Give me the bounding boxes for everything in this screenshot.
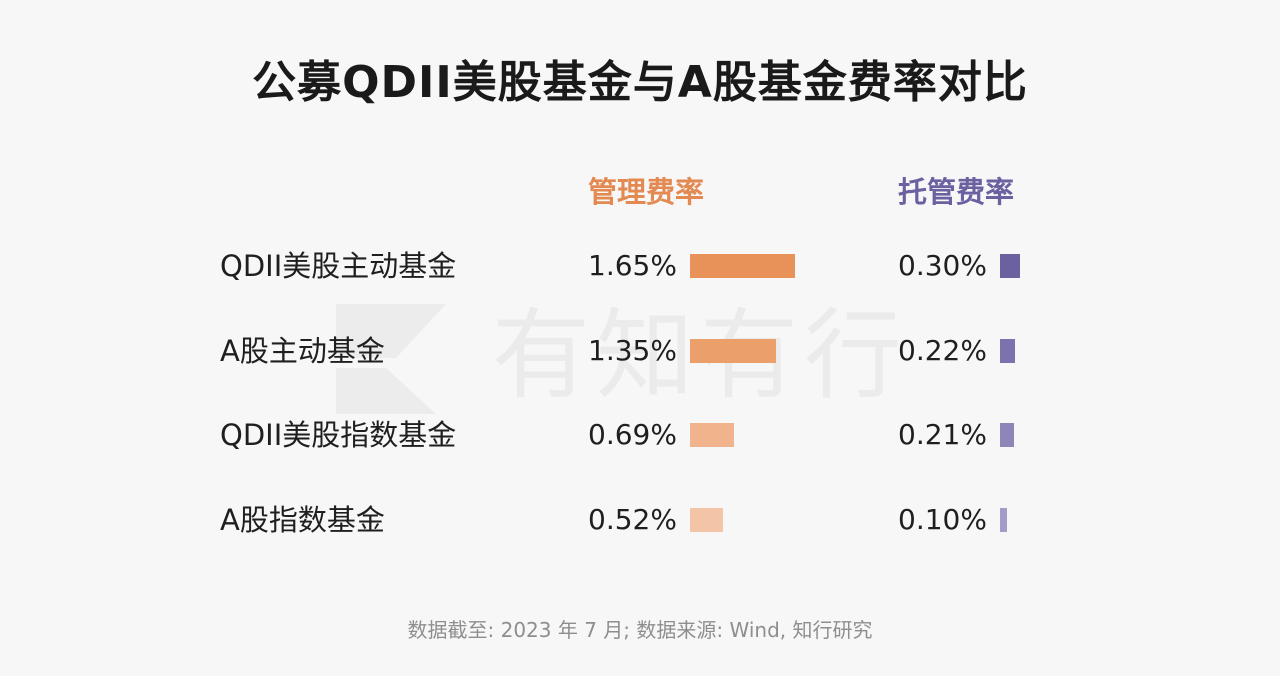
custody-fee-bar xyxy=(1000,508,1007,532)
series-header-custody-fee: 托管费率 xyxy=(898,175,1015,209)
management-fee-value-label: 0.69% xyxy=(588,418,677,451)
management-fee-value-label: 1.65% xyxy=(588,249,677,282)
series-header-management-fee: 管理费率 xyxy=(588,175,705,209)
category-label: A股指数基金 xyxy=(220,503,385,537)
custody-fee-bar xyxy=(1000,423,1014,447)
chart-title: 公募QDII美股基金与A股基金费率对比 xyxy=(252,57,1028,108)
custody-fee-bar xyxy=(1000,339,1015,363)
source-note: 数据截至: 2023 年 7 月; 数据来源: Wind, 知行研究 xyxy=(407,618,873,642)
management-fee-bar xyxy=(690,254,795,278)
management-fee-bar xyxy=(690,508,723,532)
custody-fee-value-label: 0.30% xyxy=(898,249,987,282)
category-label: QDII美股主动基金 xyxy=(220,249,457,283)
management-fee-value-label: 0.52% xyxy=(588,503,677,536)
category-label: QDII美股指数基金 xyxy=(220,418,457,452)
custody-fee-bar xyxy=(1000,254,1020,278)
custody-fee-value-label: 0.22% xyxy=(898,334,987,367)
category-label: A股主动基金 xyxy=(220,334,385,368)
custody-fee-value-label: 0.10% xyxy=(898,503,987,536)
management-fee-bar xyxy=(690,423,734,447)
management-fee-bar xyxy=(690,339,776,363)
management-fee-value-label: 1.35% xyxy=(588,334,677,367)
custody-fee-value-label: 0.21% xyxy=(898,418,987,451)
